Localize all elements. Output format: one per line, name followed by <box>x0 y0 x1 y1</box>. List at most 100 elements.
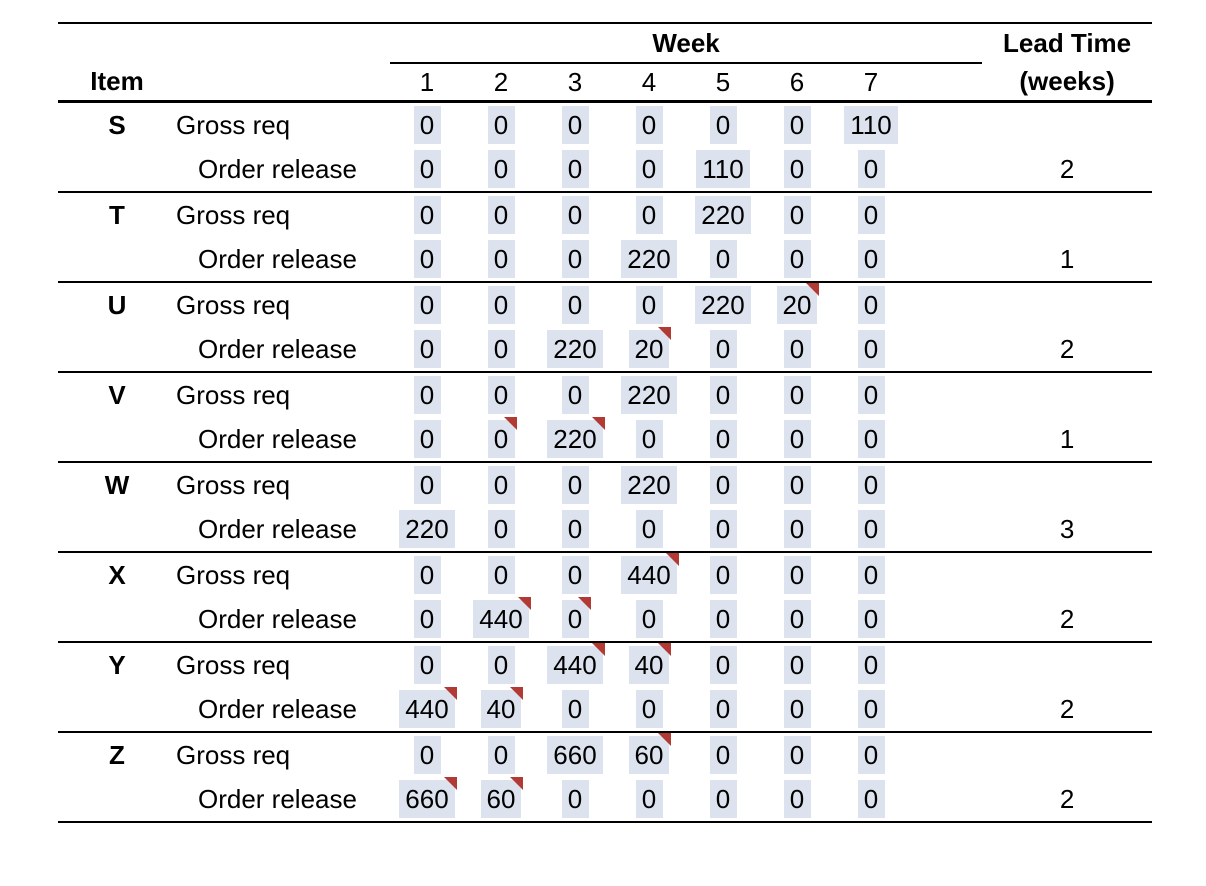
cell-T-gross_req-week1[interactable]: 0 <box>413 196 441 234</box>
cell-V-gross_req-week1[interactable]: 0 <box>413 376 441 414</box>
cell-X-order_release-week2[interactable]: 440 <box>473 597 531 638</box>
cell-W-order_release-week3[interactable]: 0 <box>561 510 589 548</box>
cell-U-order_release-week1[interactable]: 0 <box>413 330 441 368</box>
cell-V-order_release-week7[interactable]: 0 <box>857 420 885 458</box>
cell-T-gross_req-week2[interactable]: 0 <box>487 196 515 234</box>
cell-V-gross_req-week7[interactable]: 0 <box>857 376 885 414</box>
cell-V-order_release-week2[interactable]: 0 <box>487 417 517 458</box>
cell-U-order_release-week6[interactable]: 0 <box>783 330 811 368</box>
cell-U-gross_req-week4[interactable]: 0 <box>635 286 663 324</box>
cell-Z-gross_req-week1[interactable]: 0 <box>413 736 441 774</box>
cell-X-gross_req-week1[interactable]: 0 <box>413 556 441 594</box>
cell-T-gross_req-week5[interactable]: 220 <box>695 196 751 234</box>
cell-U-gross_req-week7[interactable]: 0 <box>857 286 885 324</box>
cell-Z-gross_req-week7[interactable]: 0 <box>857 736 885 774</box>
cell-Z-order_release-week5[interactable]: 0 <box>709 780 737 818</box>
cell-T-order_release-week1[interactable]: 0 <box>413 240 441 278</box>
cell-X-gross_req-week6[interactable]: 0 <box>783 556 811 594</box>
cell-S-gross_req-week6[interactable]: 0 <box>783 106 811 144</box>
cell-S-gross_req-week7[interactable]: 110 <box>844 106 898 144</box>
cell-T-gross_req-week7[interactable]: 0 <box>857 196 885 234</box>
cell-S-order_release-week5[interactable]: 110 <box>696 150 750 188</box>
cell-X-gross_req-week2[interactable]: 0 <box>487 556 515 594</box>
cell-S-gross_req-week2[interactable]: 0 <box>487 106 515 144</box>
cell-W-order_release-week2[interactable]: 0 <box>487 510 515 548</box>
cell-Y-order_release-week4[interactable]: 0 <box>635 690 663 728</box>
cell-W-order_release-week5[interactable]: 0 <box>709 510 737 548</box>
cell-U-gross_req-week6[interactable]: 20 <box>776 283 820 324</box>
cell-Y-gross_req-week3[interactable]: 440 <box>547 643 605 684</box>
cell-Z-gross_req-week6[interactable]: 0 <box>783 736 811 774</box>
cell-S-order_release-week2[interactable]: 0 <box>487 150 515 188</box>
cell-T-order_release-week4[interactable]: 220 <box>621 240 677 278</box>
cell-X-gross_req-week3[interactable]: 0 <box>561 556 589 594</box>
cell-S-gross_req-week5[interactable]: 0 <box>709 106 737 144</box>
cell-V-gross_req-week3[interactable]: 0 <box>561 376 589 414</box>
cell-W-order_release-week7[interactable]: 0 <box>857 510 885 548</box>
cell-Z-order_release-week7[interactable]: 0 <box>857 780 885 818</box>
cell-V-order_release-week3[interactable]: 220 <box>547 417 605 458</box>
cell-T-order_release-week3[interactable]: 0 <box>561 240 589 278</box>
cell-T-order_release-week6[interactable]: 0 <box>783 240 811 278</box>
cell-Z-gross_req-week2[interactable]: 0 <box>487 736 515 774</box>
cell-Y-order_release-week5[interactable]: 0 <box>709 690 737 728</box>
cell-U-order_release-week7[interactable]: 0 <box>857 330 885 368</box>
cell-U-gross_req-week3[interactable]: 0 <box>561 286 589 324</box>
cell-W-gross_req-week4[interactable]: 220 <box>621 466 677 504</box>
cell-W-gross_req-week3[interactable]: 0 <box>561 466 589 504</box>
cell-V-gross_req-week2[interactable]: 0 <box>487 376 515 414</box>
cell-T-order_release-week5[interactable]: 0 <box>709 240 737 278</box>
cell-Y-gross_req-week7[interactable]: 0 <box>857 646 885 684</box>
cell-Y-order_release-week2[interactable]: 40 <box>480 687 524 728</box>
cell-U-order_release-week5[interactable]: 0 <box>709 330 737 368</box>
cell-X-order_release-week1[interactable]: 0 <box>413 600 441 638</box>
cell-V-gross_req-week6[interactable]: 0 <box>783 376 811 414</box>
cell-X-order_release-week4[interactable]: 0 <box>635 600 663 638</box>
cell-U-order_release-week2[interactable]: 0 <box>487 330 515 368</box>
cell-S-order_release-week7[interactable]: 0 <box>857 150 885 188</box>
cell-W-order_release-week4[interactable]: 0 <box>635 510 663 548</box>
cell-S-gross_req-week4[interactable]: 0 <box>635 106 663 144</box>
cell-S-order_release-week1[interactable]: 0 <box>413 150 441 188</box>
cell-X-order_release-week6[interactable]: 0 <box>783 600 811 638</box>
cell-Y-gross_req-week2[interactable]: 0 <box>487 646 515 684</box>
cell-X-gross_req-week5[interactable]: 0 <box>709 556 737 594</box>
cell-V-order_release-week1[interactable]: 0 <box>413 420 441 458</box>
cell-Z-gross_req-week3[interactable]: 660 <box>547 736 603 774</box>
cell-Z-order_release-week1[interactable]: 660 <box>399 777 457 818</box>
cell-Y-gross_req-week5[interactable]: 0 <box>709 646 737 684</box>
cell-X-gross_req-week7[interactable]: 0 <box>857 556 885 594</box>
cell-V-order_release-week6[interactable]: 0 <box>783 420 811 458</box>
cell-T-order_release-week2[interactable]: 0 <box>487 240 515 278</box>
cell-Z-gross_req-week4[interactable]: 60 <box>628 733 672 774</box>
cell-U-gross_req-week1[interactable]: 0 <box>413 286 441 324</box>
cell-V-gross_req-week5[interactable]: 0 <box>709 376 737 414</box>
cell-S-order_release-week3[interactable]: 0 <box>561 150 589 188</box>
cell-Y-order_release-week3[interactable]: 0 <box>561 690 589 728</box>
cell-Z-order_release-week2[interactable]: 60 <box>480 777 524 818</box>
cell-Z-gross_req-week5[interactable]: 0 <box>709 736 737 774</box>
cell-S-order_release-week4[interactable]: 0 <box>635 150 663 188</box>
cell-Z-order_release-week6[interactable]: 0 <box>783 780 811 818</box>
cell-W-gross_req-week2[interactable]: 0 <box>487 466 515 504</box>
cell-V-order_release-week4[interactable]: 0 <box>635 420 663 458</box>
cell-X-gross_req-week4[interactable]: 440 <box>621 553 679 594</box>
cell-W-order_release-week1[interactable]: 220 <box>399 510 455 548</box>
cell-W-order_release-week6[interactable]: 0 <box>783 510 811 548</box>
cell-Y-order_release-week1[interactable]: 440 <box>399 687 457 728</box>
cell-Y-gross_req-week4[interactable]: 40 <box>628 643 672 684</box>
cell-S-gross_req-week3[interactable]: 0 <box>561 106 589 144</box>
cell-U-order_release-week3[interactable]: 220 <box>547 330 603 368</box>
cell-X-order_release-week7[interactable]: 0 <box>857 600 885 638</box>
cell-T-gross_req-week6[interactable]: 0 <box>783 196 811 234</box>
cell-W-gross_req-week1[interactable]: 0 <box>413 466 441 504</box>
cell-S-gross_req-week1[interactable]: 0 <box>413 106 441 144</box>
cell-T-order_release-week7[interactable]: 0 <box>857 240 885 278</box>
cell-W-gross_req-week7[interactable]: 0 <box>857 466 885 504</box>
cell-T-gross_req-week4[interactable]: 0 <box>635 196 663 234</box>
cell-Y-order_release-week6[interactable]: 0 <box>783 690 811 728</box>
cell-Y-gross_req-week1[interactable]: 0 <box>413 646 441 684</box>
cell-V-gross_req-week4[interactable]: 220 <box>621 376 677 414</box>
cell-Z-order_release-week3[interactable]: 0 <box>561 780 589 818</box>
cell-W-gross_req-week6[interactable]: 0 <box>783 466 811 504</box>
